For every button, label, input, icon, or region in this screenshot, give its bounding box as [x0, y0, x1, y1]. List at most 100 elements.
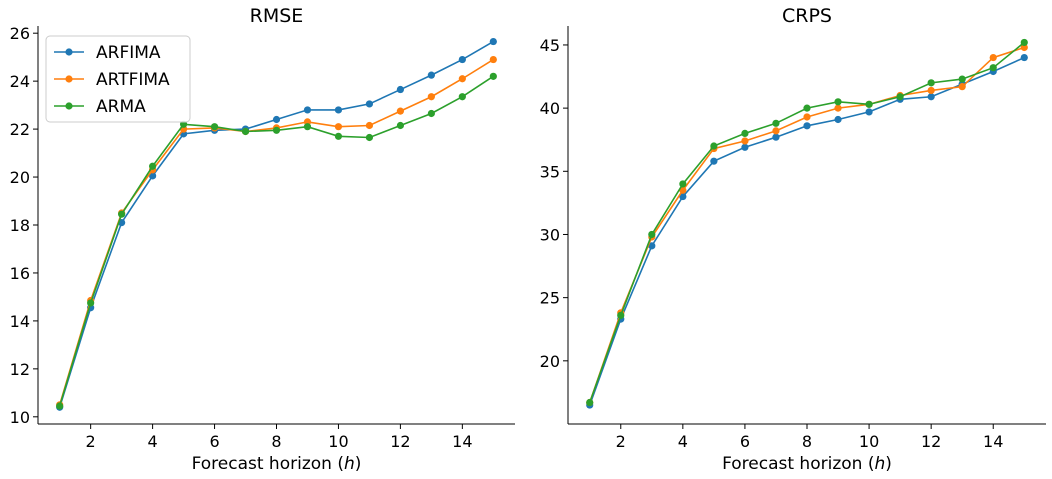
x-tick-label: 10 [328, 432, 348, 451]
data-point-arfima [458, 55, 466, 64]
data-point-artfima [927, 86, 935, 95]
data-point-arfima [648, 242, 656, 250]
x-axis-label-text: Forecast horizon [192, 454, 332, 474]
data-point-arma [427, 109, 435, 118]
series-line-arma [588, 41, 1025, 403]
data-point-artfima [458, 75, 466, 83]
data-point-arma [365, 133, 374, 142]
data-point-arma [710, 142, 718, 150]
data-point-arfima [272, 115, 281, 124]
x-tick-label: 12 [921, 432, 941, 451]
legend-marker-arma [65, 102, 73, 110]
data-point-arfima [427, 71, 435, 79]
data-point-arfima [865, 108, 873, 116]
data-point-arma [210, 123, 219, 131]
x-tick-label: 8 [802, 432, 812, 451]
x-axis-label: Forecast horizon (h) [192, 454, 362, 474]
data-point-arma [118, 210, 126, 218]
chart-crps: CRPS 2 4 6 8 10 12 14 20 25 30 35 40 45 Forecast horiz… [540, 5, 1046, 474]
data-point-arma [586, 398, 594, 407]
data-point-arma [958, 75, 966, 83]
x-axis-label-variable: h [344, 454, 355, 474]
data-point-artfima [427, 93, 435, 101]
data-point-artfima [989, 53, 997, 62]
data-point-artfima [334, 123, 343, 131]
data-point-arma [241, 127, 250, 136]
data-point-arfima [772, 133, 780, 141]
data-point-arma [865, 100, 873, 108]
data-point-arma [927, 79, 935, 87]
y-tick-label: 14 [10, 312, 30, 331]
y-tick-label: 30 [540, 225, 560, 244]
legend-label-arma: ARMA [96, 97, 146, 117]
data-point-arma [741, 129, 749, 137]
data-point-arfima [396, 85, 404, 94]
data-point-arma [989, 64, 997, 72]
data-point-arma [1020, 38, 1028, 47]
y-tick-label: 45 [540, 36, 560, 55]
y-tick-label: 12 [10, 360, 30, 379]
data-point-arma [334, 132, 343, 140]
x-tick-label: 6 [209, 432, 219, 451]
x-axis-label-text: Forecast horizon [722, 454, 862, 474]
x-tick-label: 14 [983, 432, 1003, 451]
x-tick-label: 8 [271, 432, 281, 451]
y-tick-label: 10 [10, 408, 30, 427]
y-tick-label: 40 [540, 99, 560, 118]
x-axis-label-close-paren: ) [355, 454, 362, 474]
data-point-arma [87, 299, 95, 307]
data-point-artfima [679, 186, 687, 194]
data-point-arfima [741, 143, 749, 151]
data-point-arma [834, 98, 842, 106]
data-point-arfima [803, 122, 811, 130]
x-axis-label: Forecast horizon (h) [722, 454, 892, 474]
data-point-arma [679, 180, 687, 188]
x-tick-label: 4 [678, 432, 688, 451]
data-point-arma [272, 126, 281, 134]
data-point-arma [617, 311, 625, 319]
y-tick-label: 35 [540, 162, 560, 181]
data-point-arma [772, 119, 780, 127]
y-tick-label: 24 [10, 72, 30, 91]
x-tick-label: 14 [452, 432, 472, 451]
data-point-artfima [958, 83, 966, 91]
data-point-arma [56, 402, 64, 410]
data-point-artfima [834, 104, 842, 112]
data-point-arma [803, 104, 811, 112]
y-tick-label: 18 [10, 216, 30, 235]
data-point-arfima [365, 100, 374, 108]
x-axis-label-close-paren: ) [885, 454, 892, 474]
x-tick-label: 4 [148, 432, 158, 451]
x-axis-label-variable: h [874, 454, 885, 474]
data-point-arma [648, 230, 656, 239]
y-tick-label: 25 [540, 289, 560, 308]
y-tick-label: 20 [540, 352, 560, 371]
legend: ARFIMA ARTFIMA ARMA [45, 35, 191, 123]
x-tick-label: 12 [390, 432, 410, 451]
x-tick-label: 6 [740, 432, 750, 451]
data-point-artfima [772, 127, 780, 135]
data-point-arfima [149, 172, 157, 180]
data-point-arma [303, 123, 312, 131]
data-point-arma [896, 93, 904, 101]
x-axis-label-open-paren: ( [862, 454, 874, 474]
data-point-artfima [396, 107, 404, 115]
x-tick-label: 2 [616, 432, 626, 451]
data-point-arfima [1020, 53, 1028, 62]
data-point-arfima [334, 106, 343, 114]
data-point-arma [396, 121, 404, 130]
y-tick-label: 16 [10, 264, 30, 283]
legend-marker-artfima [65, 75, 73, 83]
y-tick-label: 26 [10, 24, 30, 43]
chart-title: RMSE [250, 5, 304, 27]
data-point-arfima [834, 115, 842, 124]
series-arma [56, 72, 497, 410]
x-tick-label: 10 [859, 432, 879, 451]
legend-label-artfima: ARTFIMA [96, 70, 170, 90]
x-tick-label: 2 [86, 432, 96, 451]
series-arma [586, 38, 1028, 407]
chart-title: CRPS [782, 5, 832, 27]
legend-label-arfima: ARFIMA [96, 43, 161, 63]
data-point-artfima [1020, 43, 1028, 52]
